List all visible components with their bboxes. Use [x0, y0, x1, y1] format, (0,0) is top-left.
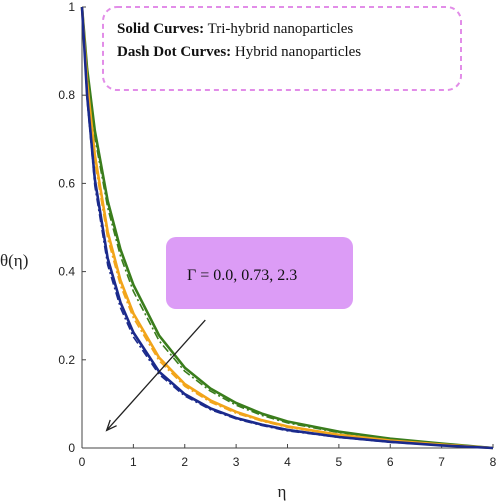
arrow-head [105, 419, 117, 432]
y-tick-label: 0 [68, 441, 75, 455]
annotation-text: Γ = 0.0, 0.73, 2.3 [187, 267, 297, 284]
series-line-dashdot-2 [81, 6, 494, 449]
legend-note-line-2: Dash Dot Curves: Hybrid nanoparticles [117, 44, 361, 60]
annotation-arrow [105, 319, 206, 432]
x-tick-label: 3 [233, 455, 240, 469]
x-tick-label: 2 [181, 455, 188, 469]
legend-solid-label: Solid Curves: [117, 21, 204, 37]
y-tick-label: 0.4 [58, 265, 75, 279]
legend-dashdot-text: Hybrid nanoparticles [231, 44, 361, 60]
x-tick-label: 6 [387, 455, 394, 469]
x-tick-label: 1 [130, 455, 137, 469]
parameter-annotation: Γ = 0.0, 0.73, 2.3 [166, 237, 353, 309]
legend-dashdot-label: Dash Dot Curves: [117, 44, 231, 60]
x-tick-label: 8 [490, 455, 497, 469]
legend-note: Solid Curves: Tri-hybrid nanoparticles D… [102, 6, 462, 91]
annotation-box [166, 237, 353, 309]
x-tick-label: 5 [336, 455, 343, 469]
legend-note-line-1: Solid Curves: Tri-hybrid nanoparticles [117, 21, 353, 37]
series-line-dashdot-4 [81, 6, 494, 449]
y-tick-label: 0.8 [58, 88, 75, 102]
arrow-shaft [106, 319, 206, 431]
series-group [80, 6, 494, 450]
y-tick-label: 0.6 [58, 176, 75, 190]
legend-note-box [102, 6, 462, 91]
x-axis-title: η [278, 482, 287, 501]
y-axis-title: θ(η) [0, 251, 28, 270]
series-line-dashdot-6 [81, 6, 494, 449]
x-tick-label: 7 [438, 455, 445, 469]
axes: 0 1 2 3 4 5 6 7 8 0 0.2 0.4 0.6 0.8 1 [58, 0, 496, 469]
x-tick-label: 4 [284, 455, 291, 469]
y-tick-label: 0.2 [58, 353, 75, 367]
y-tick-label: 1 [68, 0, 75, 14]
legend-solid-text: Tri-hybrid nanoparticles [204, 21, 353, 37]
x-tick-label: 0 [79, 455, 86, 469]
series-line-solid-5 [80, 6, 494, 450]
